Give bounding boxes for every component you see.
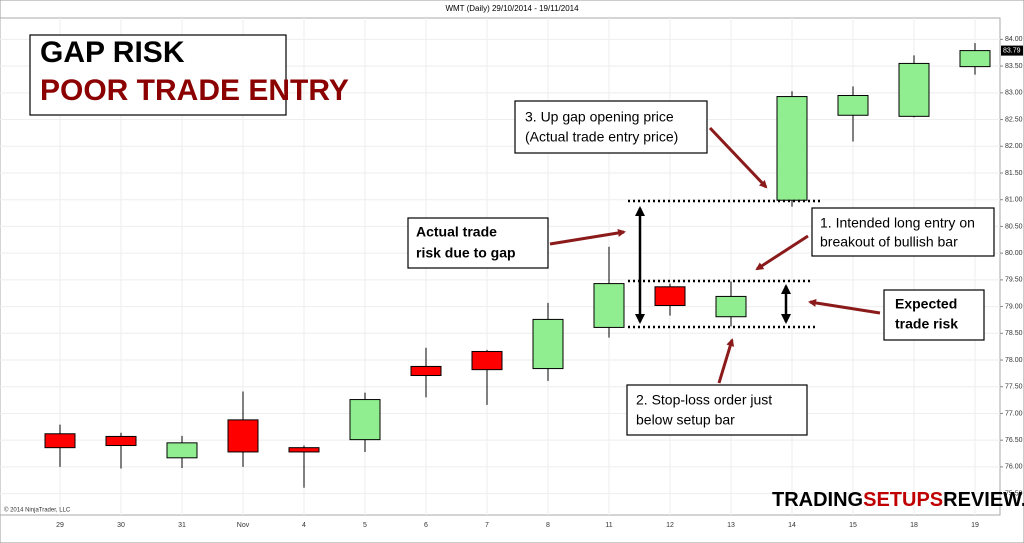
headline: POOR TRADE ENTRY bbox=[40, 74, 349, 107]
note-box bbox=[514, 100, 708, 154]
y-tick-label: 80.50 bbox=[1005, 223, 1023, 230]
note-box bbox=[811, 207, 995, 257]
candle-body bbox=[227, 419, 259, 453]
x-tick-label: 5 bbox=[363, 522, 367, 529]
y-tick-label: 81.50 bbox=[1005, 170, 1023, 177]
note: trade risk bbox=[895, 316, 958, 332]
candle-body bbox=[166, 442, 198, 459]
note: breakout of bullish bar bbox=[820, 234, 958, 250]
y-tick-label: 82.50 bbox=[1005, 116, 1023, 123]
note: 1. Intended long entry on bbox=[820, 215, 975, 231]
last-price-tag bbox=[1001, 45, 1023, 56]
x-tick-label: Nov bbox=[237, 522, 250, 529]
x-tick-label: 29 bbox=[56, 522, 64, 529]
note: 2. Stop-loss order just bbox=[636, 392, 772, 408]
candle-body bbox=[105, 435, 137, 447]
note: Expected bbox=[895, 296, 957, 312]
x-tick-label: 18 bbox=[910, 522, 918, 529]
y-tick-label: 78.50 bbox=[1005, 330, 1023, 337]
candle-body bbox=[715, 295, 747, 318]
candle-body bbox=[349, 399, 381, 441]
y-tick-label: 84.00 bbox=[1005, 36, 1023, 43]
x-tick-label: 14 bbox=[788, 522, 796, 529]
copyright: © 2014 NinjaTrader, LLC bbox=[4, 507, 71, 514]
candle-body bbox=[44, 433, 76, 449]
candle-body bbox=[776, 96, 808, 201]
x-tick-label: 30 bbox=[117, 522, 125, 529]
y-tick-label: 81.00 bbox=[1005, 197, 1023, 204]
x-tick-label: 13 bbox=[727, 522, 735, 529]
headline: GAP RISK bbox=[40, 36, 185, 69]
pointer bbox=[708, 126, 768, 189]
x-tick-label: 8 bbox=[546, 522, 550, 529]
y-tick-label: 79.00 bbox=[1005, 303, 1023, 310]
pointer bbox=[808, 298, 881, 315]
x-tick-label: 15 bbox=[849, 522, 857, 529]
chart-title: WMT (Daily) 29/10/2014 - 19/11/2014 bbox=[445, 4, 579, 13]
plot-area bbox=[0, 17, 1001, 516]
candle-body bbox=[898, 62, 930, 117]
note-box bbox=[626, 384, 808, 436]
note: risk due to gap bbox=[416, 245, 516, 261]
pointer bbox=[549, 229, 626, 246]
last-price: 83.79 bbox=[1003, 47, 1021, 54]
x-tick-label: 4 bbox=[302, 522, 306, 529]
x-tick-label: 31 bbox=[178, 522, 186, 529]
headline-box bbox=[29, 34, 287, 116]
candle-body bbox=[471, 350, 503, 371]
candle-body bbox=[410, 365, 442, 377]
y-tick-label: 76.50 bbox=[1005, 437, 1023, 444]
x-tick-label: 19 bbox=[971, 522, 979, 529]
note: 3. Up gap opening price bbox=[525, 109, 674, 125]
y-tick-label: 82.00 bbox=[1005, 143, 1023, 150]
note: (Actual trade entry price) bbox=[525, 129, 678, 145]
candle-body bbox=[288, 447, 320, 453]
x-tick-label: 11 bbox=[605, 522, 612, 529]
candle-body bbox=[959, 50, 991, 68]
pointer bbox=[717, 338, 735, 384]
candle-body bbox=[654, 286, 686, 307]
y-tick-label: 77.50 bbox=[1005, 384, 1023, 391]
note: Actual trade bbox=[416, 224, 497, 240]
candle-body bbox=[837, 94, 869, 116]
y-tick-label: 83.00 bbox=[1005, 90, 1023, 97]
note: below setup bar bbox=[636, 412, 735, 428]
x-tick-label: 6 bbox=[424, 522, 428, 529]
x-tick-label: 7 bbox=[485, 522, 489, 529]
y-tick-label: 76.00 bbox=[1005, 464, 1023, 471]
watermark: TRADINGSETUPSREVIEW.COM bbox=[772, 489, 1024, 511]
y-tick-label: 78.00 bbox=[1005, 357, 1023, 364]
pointer bbox=[755, 234, 809, 271]
y-tick-label: 77.00 bbox=[1005, 410, 1023, 417]
candle-body bbox=[593, 283, 625, 328]
watermark-part: REVIEW.COM bbox=[943, 489, 1024, 511]
note-box bbox=[407, 217, 549, 269]
y-tick-label: 75.50 bbox=[1005, 490, 1023, 497]
watermark-part: SETUPS bbox=[863, 489, 943, 511]
watermark-part: TRADING bbox=[772, 489, 863, 511]
x-tick-label: 12 bbox=[666, 522, 674, 529]
y-tick-label: 83.50 bbox=[1005, 63, 1023, 70]
y-tick-label: 79.50 bbox=[1005, 277, 1023, 284]
y-tick-label: 80.00 bbox=[1005, 250, 1023, 257]
note-box bbox=[883, 289, 985, 341]
candle-body bbox=[532, 318, 564, 370]
